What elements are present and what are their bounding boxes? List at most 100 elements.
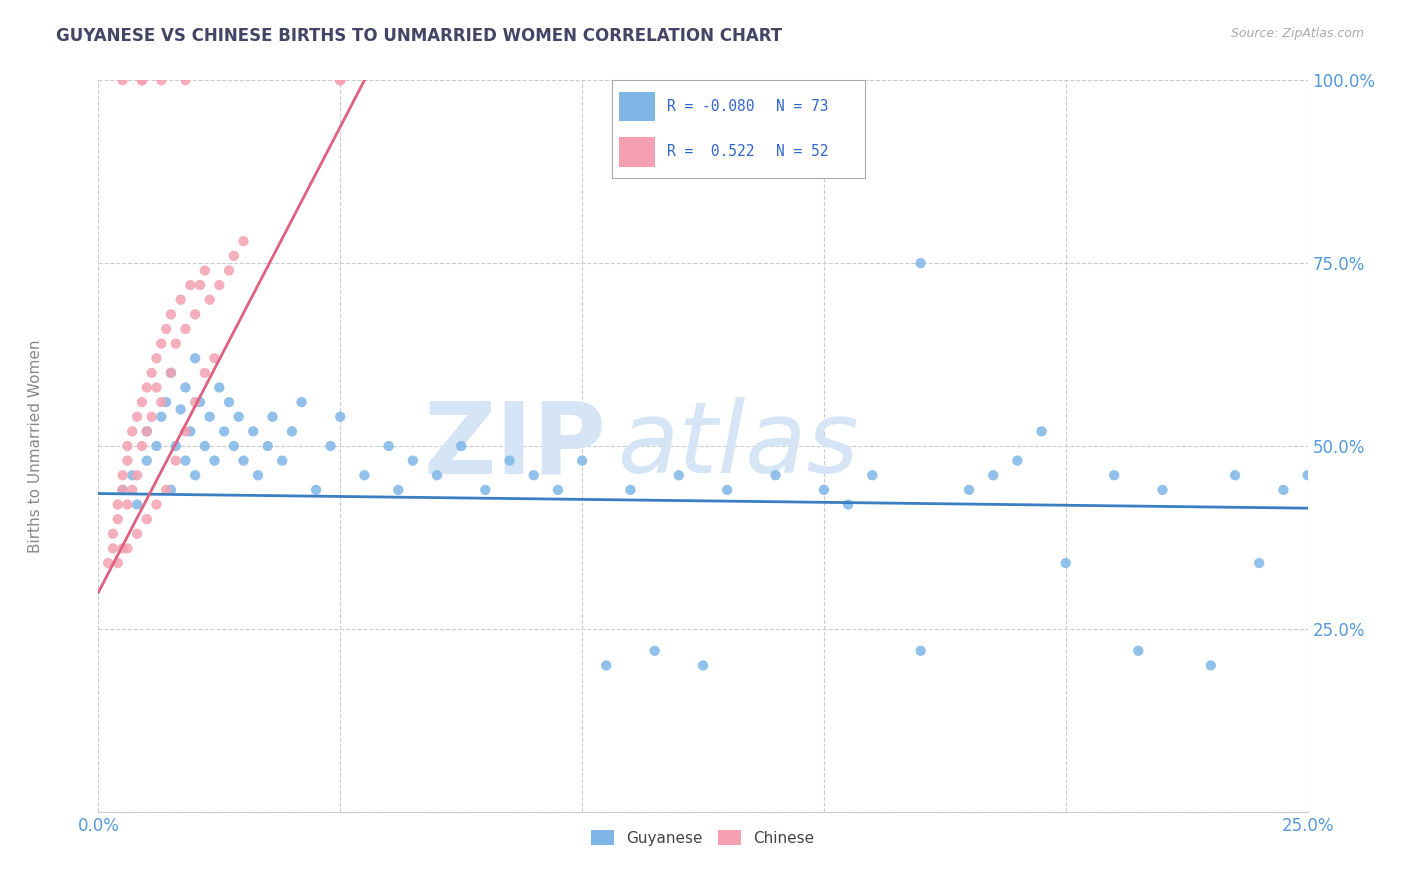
Point: [305, 483, 328, 497]
Point: [145, 351, 167, 366]
Point: [228, 409, 250, 424]
Point: [145, 380, 167, 394]
Point: [319, 439, 342, 453]
Point: [262, 409, 284, 424]
Point: [1223, 468, 1246, 483]
Point: [981, 468, 1004, 483]
Point: [218, 263, 240, 277]
Point: [329, 73, 352, 87]
Point: [131, 73, 153, 87]
Point: [135, 425, 157, 439]
Point: [155, 395, 177, 409]
Point: [117, 498, 139, 512]
Point: [271, 453, 294, 467]
Point: [150, 336, 173, 351]
Legend: Guyanese, Chinese: Guyanese, Chinese: [585, 823, 821, 852]
Point: [179, 278, 201, 293]
Point: [121, 483, 143, 497]
Point: [127, 526, 149, 541]
Point: [256, 439, 278, 453]
Point: [169, 402, 191, 417]
Point: [1128, 644, 1150, 658]
Point: [208, 278, 231, 293]
Point: [910, 256, 932, 270]
Point: [169, 293, 191, 307]
Point: [1249, 556, 1271, 570]
Point: [222, 249, 245, 263]
Point: [150, 395, 173, 409]
Point: [117, 439, 139, 453]
Point: [111, 541, 134, 556]
Point: [281, 425, 304, 439]
Point: [194, 263, 217, 277]
Point: [668, 468, 690, 483]
Point: [145, 498, 167, 512]
Point: [204, 351, 226, 366]
Point: [1007, 453, 1029, 467]
Point: [1199, 658, 1222, 673]
Point: [184, 468, 207, 483]
Point: [1272, 483, 1295, 497]
Point: [329, 409, 352, 424]
Point: [692, 658, 714, 673]
Point: [910, 644, 932, 658]
Text: ZIP: ZIP: [423, 398, 606, 494]
Point: [155, 322, 177, 336]
Point: [198, 409, 221, 424]
Point: [547, 483, 569, 497]
Point: [222, 439, 245, 453]
Point: [523, 468, 546, 483]
Point: [155, 483, 177, 497]
Point: [837, 498, 859, 512]
Text: Source: ZipAtlas.com: Source: ZipAtlas.com: [1230, 27, 1364, 40]
Point: [208, 380, 231, 394]
Point: [131, 73, 153, 87]
Point: [232, 234, 254, 248]
Point: [174, 425, 197, 439]
Point: [111, 483, 134, 497]
Point: [595, 658, 617, 673]
Point: [150, 409, 173, 424]
Point: [716, 483, 738, 497]
Point: [450, 439, 472, 453]
Point: [160, 366, 183, 380]
Point: [97, 556, 120, 570]
Point: [474, 483, 496, 497]
Point: [619, 483, 641, 497]
Point: [402, 453, 425, 467]
Point: [498, 453, 520, 467]
Point: [204, 453, 226, 467]
Point: [232, 453, 254, 467]
Point: [121, 425, 143, 439]
Point: [111, 73, 134, 87]
Point: [135, 380, 157, 394]
Point: [218, 395, 240, 409]
Point: [107, 512, 129, 526]
Point: [107, 556, 129, 570]
Point: [1102, 468, 1125, 483]
Text: R = -0.080: R = -0.080: [668, 99, 755, 114]
Point: [165, 453, 187, 467]
Point: [184, 307, 207, 321]
Point: [174, 453, 197, 467]
Point: [188, 395, 211, 409]
Text: GUYANESE VS CHINESE BIRTHS TO UNMARRIED WOMEN CORRELATION CHART: GUYANESE VS CHINESE BIRTHS TO UNMARRIED …: [56, 27, 782, 45]
Point: [111, 483, 134, 497]
Point: [117, 453, 139, 467]
Point: [957, 483, 980, 497]
Point: [1054, 556, 1077, 570]
Point: [141, 366, 163, 380]
Text: N = 73: N = 73: [776, 99, 828, 114]
Point: [111, 468, 134, 483]
Point: [1152, 483, 1174, 497]
Point: [131, 395, 153, 409]
Point: [765, 468, 787, 483]
Point: [813, 483, 835, 497]
Point: [127, 409, 149, 424]
Point: [165, 336, 187, 351]
Point: [101, 541, 124, 556]
Point: [1296, 468, 1319, 483]
Point: [188, 278, 211, 293]
Point: [194, 439, 217, 453]
Text: atlas: atlas: [619, 398, 860, 494]
